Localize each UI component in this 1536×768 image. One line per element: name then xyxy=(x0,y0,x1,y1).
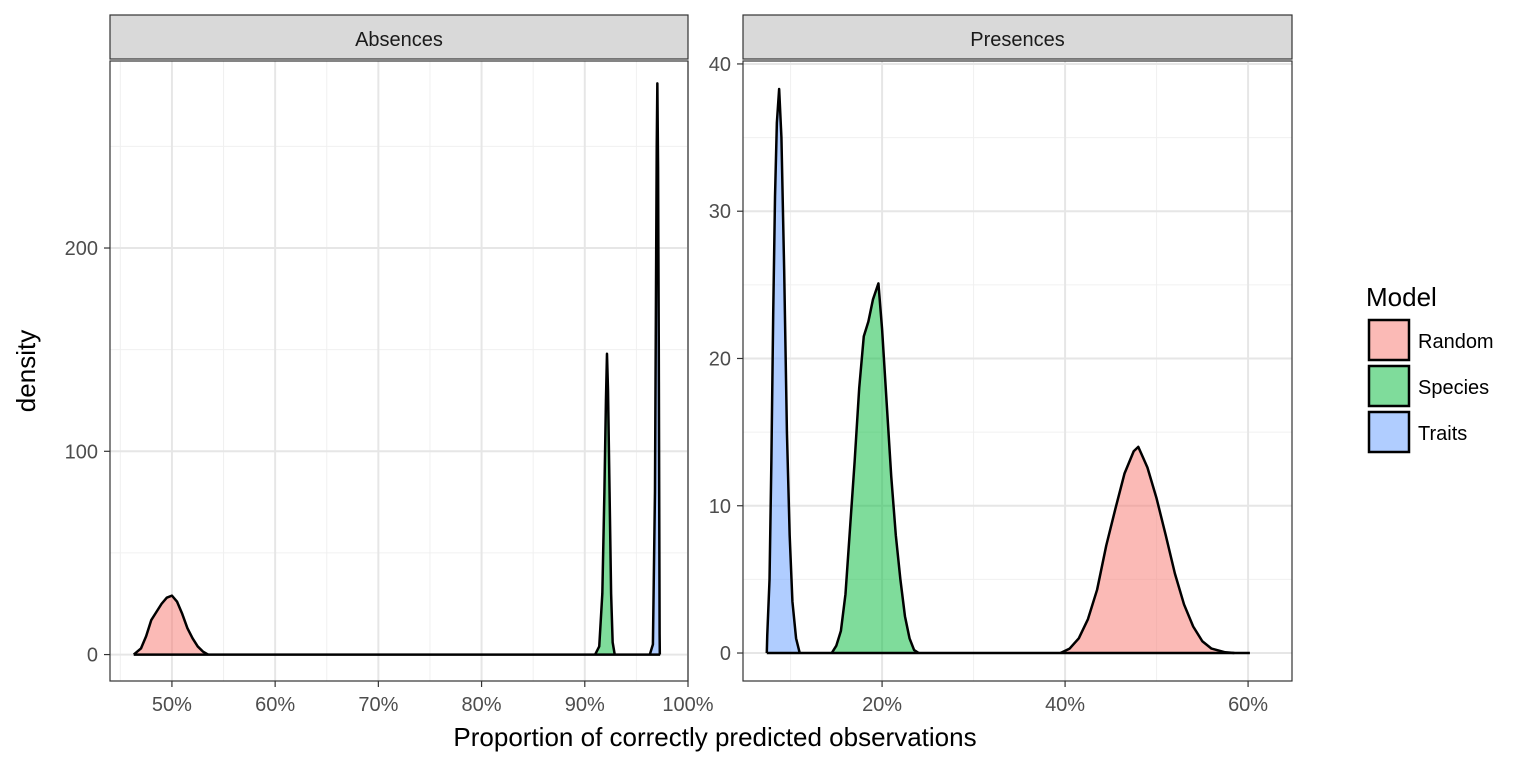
x-tick-label: 100% xyxy=(662,694,713,716)
panel-absences: Absences 0 100 200 50% 60% 70% 80% 90% 100% xyxy=(65,14,714,716)
density-area-species xyxy=(831,283,919,654)
legend-item-species: Species xyxy=(1367,364,1489,408)
panel-background xyxy=(743,61,1292,681)
density-outline-traits xyxy=(765,87,801,654)
density-outline-random xyxy=(132,594,209,656)
legend-item-random: Random xyxy=(1367,318,1494,362)
y-axis-title-group: density xyxy=(11,330,41,412)
y-tick-label: 0 xyxy=(720,643,731,665)
y-tick-label: 30 xyxy=(709,201,731,223)
facet-strip-label: Presences xyxy=(970,29,1065,51)
x-tick-label: 60% xyxy=(255,694,295,716)
y-tick-label: 40 xyxy=(709,54,731,76)
y-tick-label: 20 xyxy=(709,348,731,370)
facet-strip-label: Absences xyxy=(355,29,443,51)
x-axis: 20% 40% 60% xyxy=(862,681,1268,716)
x-tick-label: 70% xyxy=(358,694,398,716)
y-axis: 0 10 20 30 40 xyxy=(709,54,743,665)
legend-title: Model xyxy=(1366,282,1437,312)
legend-key xyxy=(1367,364,1411,408)
y-tick-label: 10 xyxy=(709,496,731,518)
facet-strip xyxy=(109,14,689,60)
x-tick-label: 80% xyxy=(462,694,502,716)
y-axis-title: density xyxy=(11,330,41,412)
x-tick-label: 40% xyxy=(1045,694,1085,716)
density-areas xyxy=(765,87,1250,655)
density-outline-traits xyxy=(648,82,662,655)
x-axis: 50% 60% 70% 80% 90% 100% xyxy=(152,681,714,716)
density-outline-species xyxy=(830,282,920,655)
legend-label: Species xyxy=(1418,377,1489,399)
legend-items: Random Species Traits xyxy=(1367,318,1494,454)
legend-item-traits: Traits xyxy=(1367,410,1467,454)
y-tick-label: 200 xyxy=(65,238,98,260)
density-outline-species xyxy=(593,352,616,656)
x-tick-label: 90% xyxy=(565,694,605,716)
legend-key xyxy=(1367,410,1411,454)
density-areas xyxy=(132,82,662,656)
legend-label: Random xyxy=(1418,331,1494,353)
legend: Model Random Species Traits xyxy=(1366,282,1494,454)
legend-key xyxy=(1367,318,1411,362)
x-tick-label: 20% xyxy=(862,694,902,716)
legend-label: Traits xyxy=(1418,423,1467,445)
panel-presences: Presences 0 10 20 30 40 20% 40% 60% xyxy=(709,14,1293,716)
density-area-random xyxy=(1060,446,1235,654)
x-tick-label: 50% xyxy=(152,694,192,716)
y-tick-label: 100 xyxy=(65,441,98,463)
panel-border xyxy=(109,60,689,682)
y-axis: 0 100 200 xyxy=(65,238,110,667)
panel-background xyxy=(110,61,688,681)
facet-strip xyxy=(742,14,1293,60)
x-axis-title: Proportion of correctly predicted observ… xyxy=(453,722,976,752)
density-area-random xyxy=(133,595,209,655)
y-tick-label: 0 xyxy=(87,645,98,667)
minor-gridlines xyxy=(110,61,688,681)
x-tick-label: 60% xyxy=(1228,694,1268,716)
panel-border xyxy=(742,60,1293,682)
density-outline-random xyxy=(1059,445,1235,655)
